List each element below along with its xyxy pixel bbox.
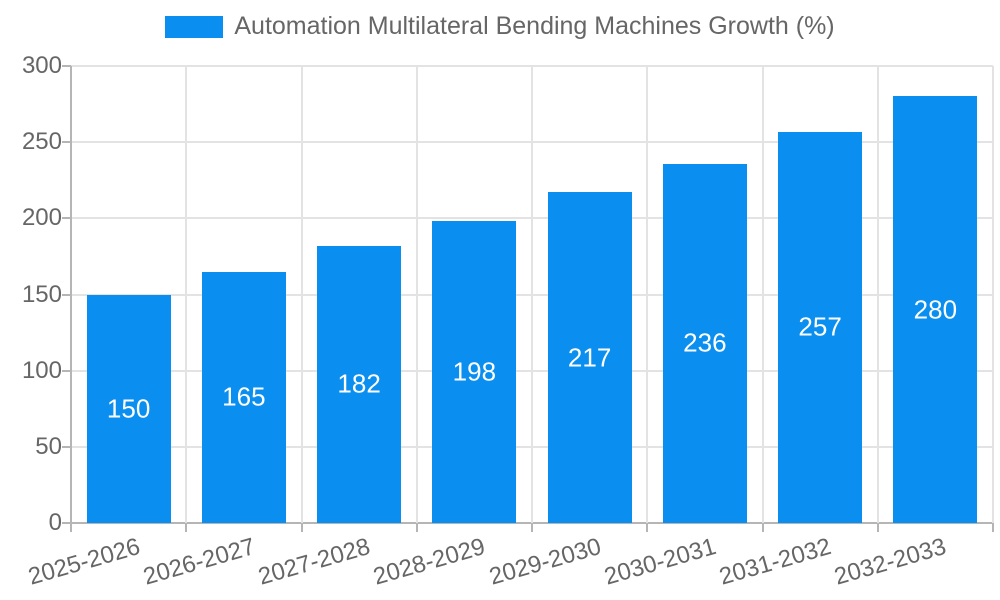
- bar[interactable]: 150: [86, 294, 171, 523]
- bar-value-label: 182: [337, 368, 381, 399]
- bar-value-label: 257: [798, 311, 842, 342]
- legend-item[interactable]: Automation Multilateral Bending Machines…: [0, 12, 1000, 41]
- plot-area: 0 50 100 150 200 250 300 150 165 182 198 217 236 257 2…: [22, 52, 994, 591]
- x-axis-tick: [531, 523, 533, 532]
- y-tick-label: 250: [21, 128, 62, 156]
- v-gridline: [301, 66, 303, 523]
- x-axis-tick: [416, 523, 418, 532]
- v-gridline: [762, 66, 764, 523]
- bar-value-label: 280: [913, 294, 958, 325]
- y-tick-label: 0: [48, 509, 62, 536]
- bar[interactable]: 198: [432, 221, 517, 523]
- x-axis-tick: [877, 523, 879, 532]
- bar-value-label: 198: [452, 356, 497, 387]
- bar[interactable]: 182: [317, 245, 402, 523]
- legend-label: Automation Multilateral Bending Machines…: [234, 12, 835, 40]
- x-axis-tick: [646, 523, 648, 532]
- bar-value-label: 150: [106, 393, 151, 424]
- v-gridline: [185, 66, 187, 523]
- y-axis-tick: [62, 445, 71, 448]
- y-axis-tick: [62, 369, 71, 372]
- x-axis-tick: [185, 523, 187, 532]
- y-tick-label: 100: [21, 356, 62, 384]
- y-axis-tick: [62, 293, 71, 296]
- y-tick-label: 200: [21, 204, 62, 232]
- y-axis-tick: [62, 217, 71, 220]
- bar[interactable]: 217: [547, 192, 632, 523]
- v-gridline: [531, 66, 533, 523]
- y-tick-label: 150: [21, 280, 62, 308]
- legend-swatch: [165, 15, 224, 38]
- y-tick-label: 50: [35, 432, 62, 460]
- x-axis-tick: [70, 523, 72, 532]
- v-gridline: [877, 66, 879, 523]
- y-axis-line: [70, 66, 72, 523]
- y-axis-tick: [62, 141, 71, 144]
- x-axis-tick: [762, 523, 764, 532]
- bar[interactable]: 280: [893, 96, 978, 523]
- bar-value-label: 236: [683, 327, 727, 358]
- x-axis-tick: [992, 523, 994, 532]
- bar-value-label: 217: [567, 342, 612, 373]
- x-axis-tick: [301, 523, 303, 532]
- v-gridline: [646, 66, 648, 523]
- y-axis-tick: [62, 65, 71, 67]
- y-tick-label: 300: [21, 52, 62, 79]
- y-axis-tick: [62, 522, 71, 524]
- v-gridline: [992, 66, 994, 523]
- bar-value-label: 165: [222, 381, 266, 412]
- bar[interactable]: 257: [778, 131, 863, 523]
- v-gridline: [416, 66, 418, 523]
- bar[interactable]: 165: [201, 271, 286, 523]
- bar[interactable]: 236: [662, 163, 747, 523]
